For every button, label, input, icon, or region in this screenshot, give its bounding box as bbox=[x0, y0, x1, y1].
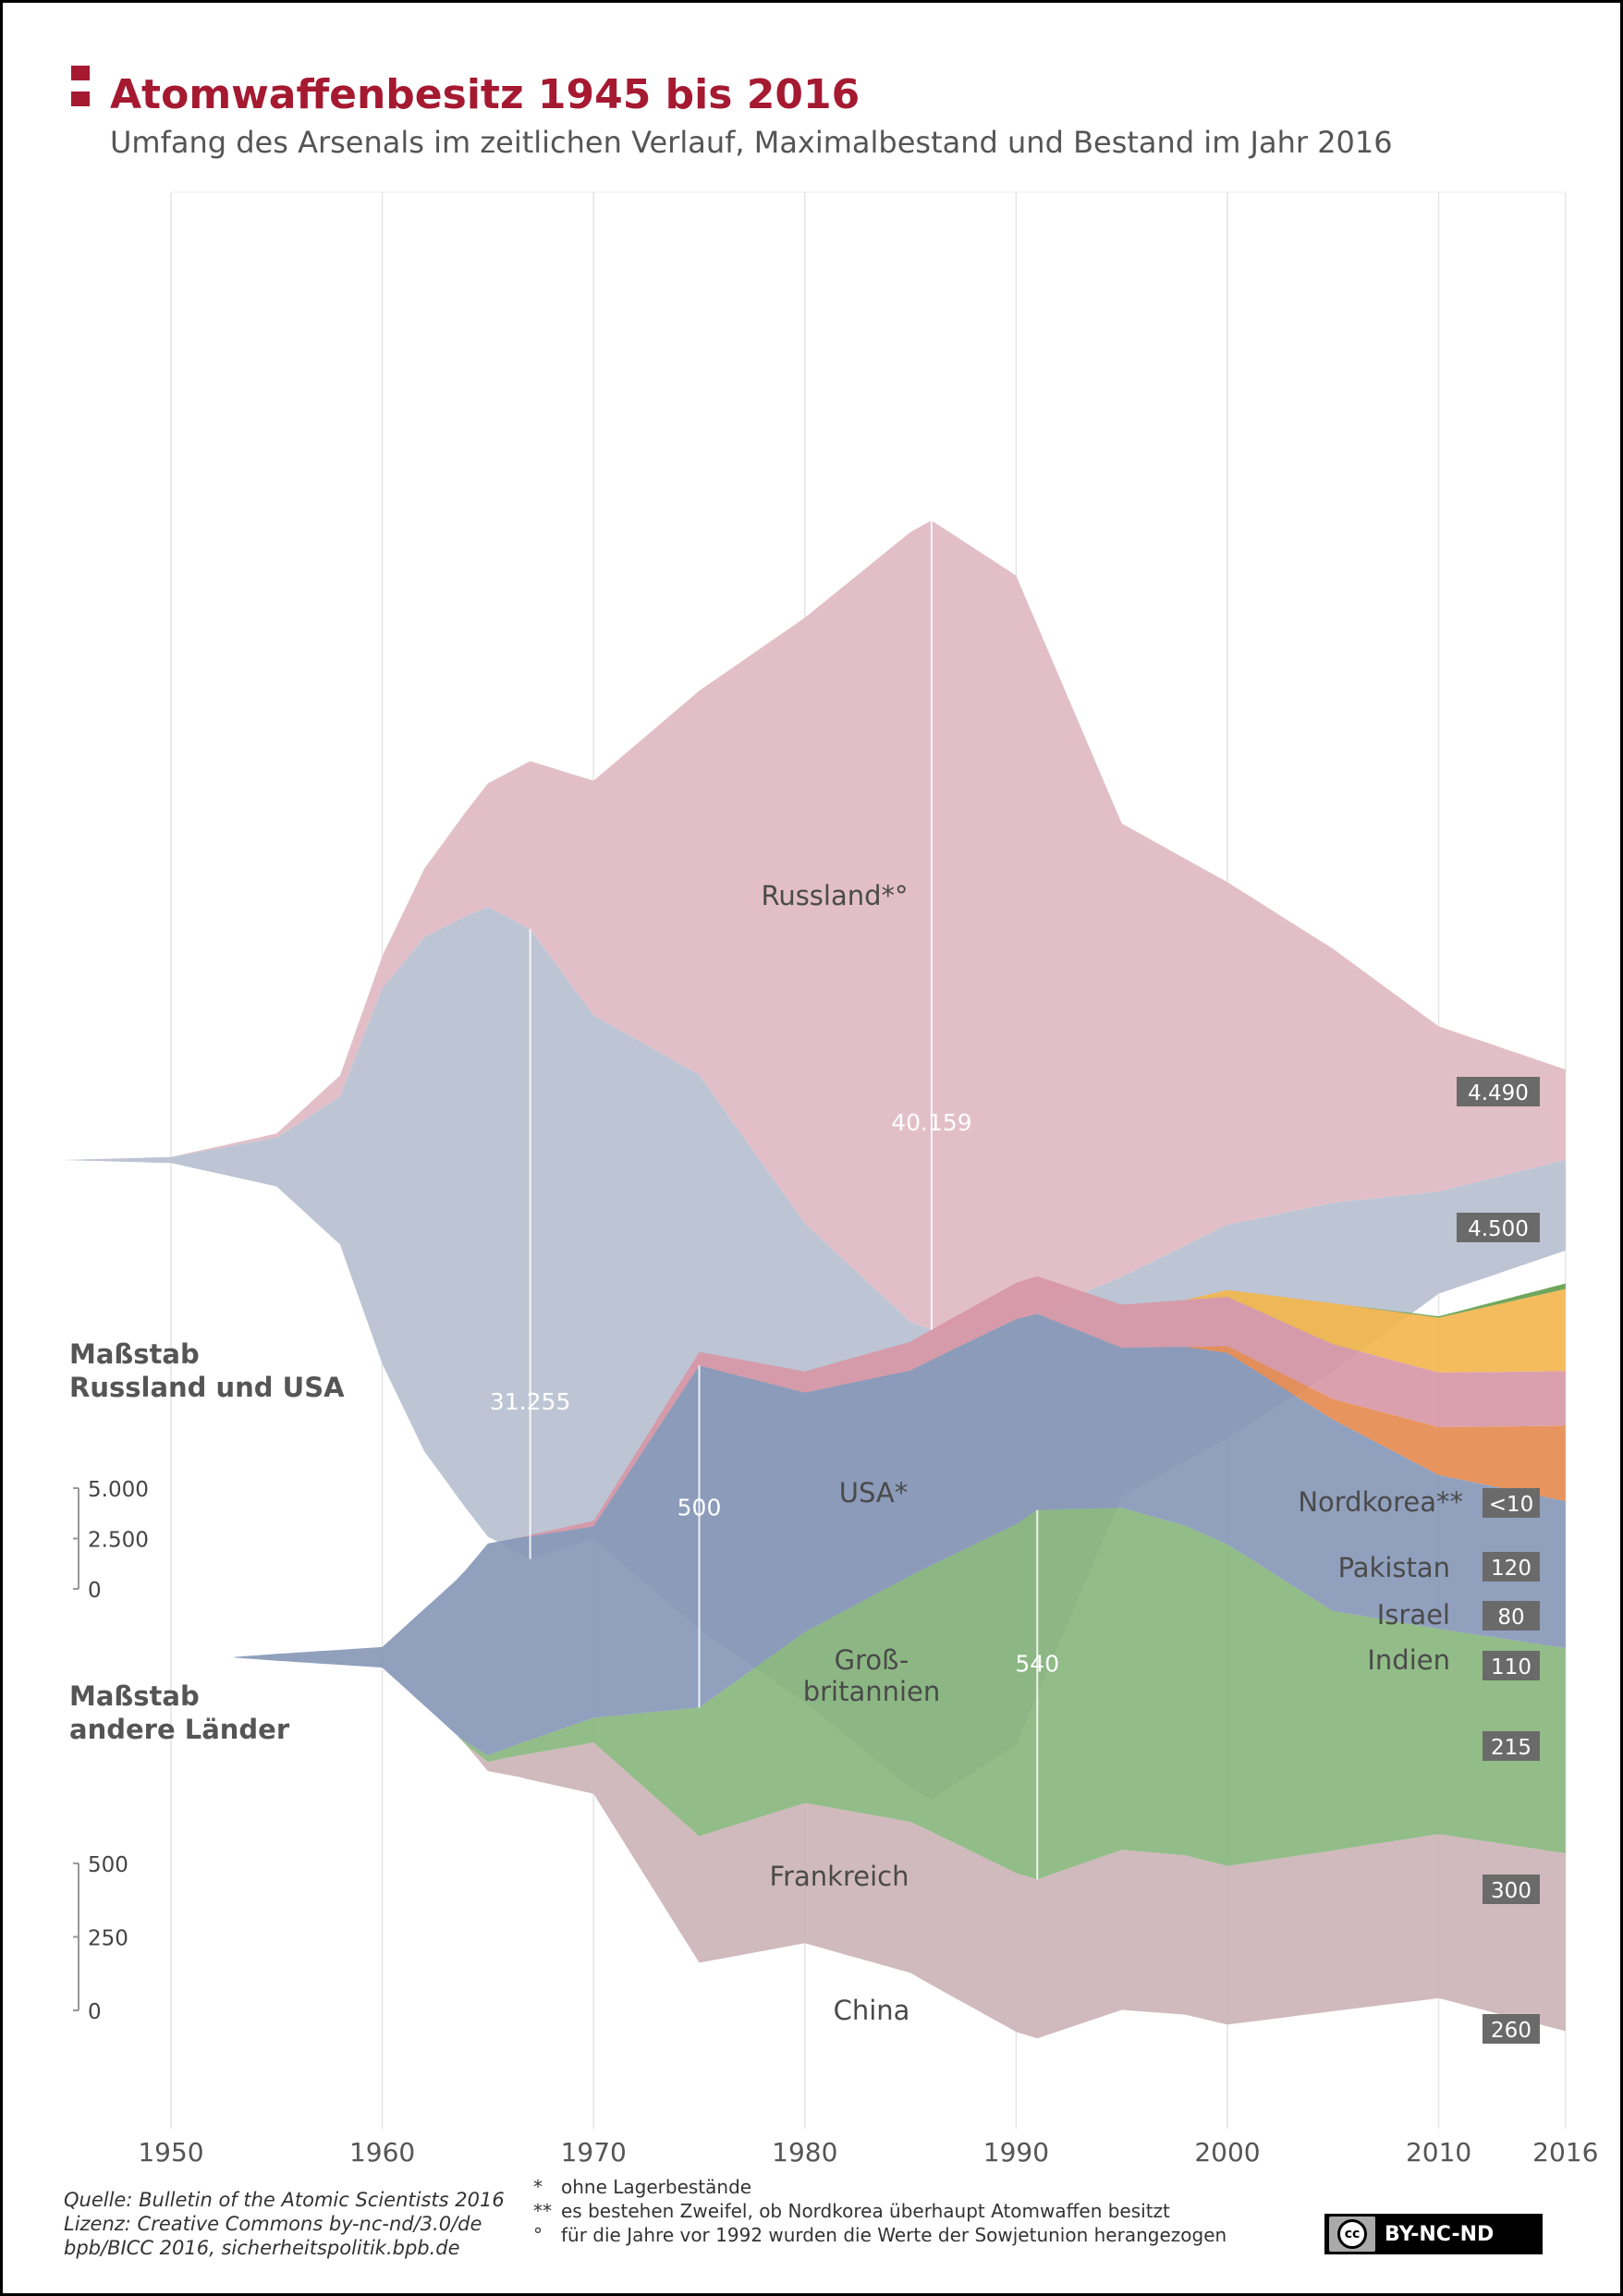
series-label-indien: Indien bbox=[1367, 1644, 1450, 1676]
footnote-text: ohne Lagerbestände bbox=[561, 2176, 752, 2198]
footnote-mark: ° bbox=[533, 2224, 543, 2246]
scale-title-major-line1: Maßstab bbox=[69, 1338, 200, 1370]
footer-source: Quelle: Bulletin of the Atomic Scientist… bbox=[64, 2188, 505, 2260]
footnote: ** es bestehen Zweifel, ob Nordkorea über… bbox=[533, 2199, 1226, 2223]
x-tick-label: 1990 bbox=[983, 2137, 1049, 2168]
series-label-israel: Israel bbox=[1377, 1599, 1450, 1630]
series-label-frankreich: Frankreich bbox=[770, 1861, 909, 1892]
cc-icon-text: cc bbox=[1337, 2219, 1367, 2249]
series-label-grossbritannien: Groß-britannien bbox=[803, 1644, 941, 1707]
creative-commons-icon: cc bbox=[1329, 2217, 1375, 2252]
page-subtitle: Umfang des Arsenals im zeitlichen Verlau… bbox=[110, 125, 1393, 160]
scale-major-tick-label: 0 bbox=[88, 1579, 102, 1603]
value-2016-frankreich: 300 bbox=[1483, 1875, 1540, 1904]
value-2016-pakistan-text: 120 bbox=[1491, 1557, 1531, 1581]
value-2016-grossbritannien-text: 215 bbox=[1491, 1736, 1531, 1760]
scale-major-tick-label: 5.000 bbox=[88, 1478, 149, 1502]
value-2016-russland-box bbox=[1457, 1077, 1540, 1106]
footnote-text: es bestehen Zweifel, ob Nordkorea überha… bbox=[561, 2200, 1170, 2222]
value-2016-russland: 4.490 bbox=[1457, 1077, 1540, 1106]
scale-minor-tick-label: 500 bbox=[88, 1853, 128, 1877]
minor-stream-layer bbox=[234, 1276, 1566, 2039]
value-2016-usa: 4.500 bbox=[1457, 1213, 1540, 1242]
page-title: Atomwaffenbesitz 1945 bis 2016 bbox=[110, 71, 860, 118]
max-marker-russland-label: 40.159 bbox=[891, 1109, 971, 1136]
value-2016-grossbritannien-box bbox=[1483, 1731, 1540, 1761]
value-2016-indien-text: 110 bbox=[1491, 1655, 1531, 1679]
footnote: * ohne Lagerbestände bbox=[533, 2175, 1226, 2199]
value-2016-nordkorea-box bbox=[1483, 1488, 1540, 1518]
scale-title-minor-line1: Maßstab bbox=[69, 1680, 200, 1712]
series-area-israel bbox=[234, 1276, 1566, 1657]
scale-title-major: Maßstab Russland und USA bbox=[69, 1337, 345, 1404]
value-2016-usa-text: 4.500 bbox=[1468, 1217, 1529, 1241]
value-2016-pakistan-box bbox=[1483, 1552, 1540, 1582]
scale-layer: 0 2.500 5.000 0 250 500 bbox=[73, 1478, 149, 2024]
x-tick-label: 1960 bbox=[349, 2137, 415, 2168]
license-badge-text: BY-NC-ND bbox=[1385, 2222, 1495, 2246]
scale-minor-tick-label: 250 bbox=[88, 1926, 128, 1950]
series-area-russland bbox=[65, 520, 1566, 1330]
license-line: Lizenz: Creative Commons by-nc-nd/3.0/de bbox=[64, 2213, 482, 2235]
series-label-usa: USA* bbox=[839, 1477, 909, 1508]
major-stream-layer bbox=[65, 520, 1566, 1800]
value-2016-israel-box bbox=[1483, 1601, 1540, 1630]
series-area-frankreich bbox=[234, 1508, 1566, 1880]
title-marker bbox=[71, 66, 90, 80]
scale-title-minor: Maßstab andere Länder bbox=[69, 1679, 289, 1746]
value-2016-israel-text: 80 bbox=[1497, 1606, 1524, 1630]
max-markers-layer: 40.159 31.255 500 540 bbox=[490, 520, 1059, 1880]
series-area-grossbritannien bbox=[234, 1313, 1566, 1756]
max-marker-grossbritannien-label: 500 bbox=[677, 1494, 722, 1520]
value-2016-frankreich-text: 300 bbox=[1491, 1879, 1531, 1903]
x-tick-label: 1980 bbox=[772, 2137, 837, 2168]
title-marker bbox=[71, 92, 90, 106]
series-label-nordkorea: Nordkorea** bbox=[1298, 1486, 1463, 1518]
value-2016-china-text: 260 bbox=[1491, 2019, 1531, 2043]
series-label-pakistan: Pakistan bbox=[1338, 1552, 1450, 1583]
scale-title-minor-line2: andere Länder bbox=[69, 1714, 290, 1745]
value-2016-israel: 80 bbox=[1483, 1601, 1540, 1630]
max-marker-usa-label: 31.255 bbox=[490, 1388, 570, 1415]
x-tick-label: 2010 bbox=[1406, 2137, 1471, 2168]
value-2016-frankreich-box bbox=[1483, 1875, 1540, 1904]
scale-title-major-line2: Russland und USA bbox=[69, 1372, 345, 1403]
x-tick-label: 1950 bbox=[138, 2137, 203, 2168]
value-2016-pakistan: 120 bbox=[1483, 1552, 1540, 1582]
series-label-china: China bbox=[834, 1995, 910, 2026]
footnote: ° für die Jahre vor 1992 wurden die Werte… bbox=[533, 2223, 1226, 2247]
x-axis-layer: 1950 1960 1970 1980 1990 2000 2010 2016 bbox=[138, 2137, 1598, 2168]
scale-major-tick-label: 2.500 bbox=[88, 1529, 149, 1553]
license-badge[interactable]: cc BY-NC-ND bbox=[1324, 2214, 1543, 2254]
value-2016-china-box bbox=[1483, 2014, 1540, 2044]
value-2016-nordkorea-text: <10 bbox=[1489, 1493, 1534, 1517]
series-area-usa bbox=[65, 907, 1566, 1800]
source-line: Quelle: Bulletin of the Atomic Scientist… bbox=[64, 2189, 505, 2211]
x-tick-label: 2016 bbox=[1532, 2137, 1598, 2168]
value-2016-grossbritannien: 215 bbox=[1483, 1731, 1540, 1761]
max-marker-frankreich-label: 540 bbox=[1015, 1651, 1059, 1678]
footnote-mark: * bbox=[533, 2176, 543, 2198]
series-label-russland: Russland*° bbox=[761, 880, 908, 911]
value-box-layer: 4.490 4.500 <10 120 80 110 215 300 260 bbox=[1457, 1077, 1540, 2044]
value-2016-indien-box bbox=[1483, 1651, 1540, 1680]
value-2016-usa-box bbox=[1457, 1213, 1540, 1242]
value-2016-china: 260 bbox=[1483, 2014, 1540, 2044]
publisher-line: bpb/BICC 2016, sicherheitspolitik.bpb.de bbox=[64, 2237, 460, 2259]
footnote-mark: ** bbox=[533, 2200, 552, 2222]
x-tick-label: 1970 bbox=[561, 2137, 627, 2168]
value-2016-russland-text: 4.490 bbox=[1468, 1081, 1529, 1105]
series-label-layer: Russland*° USA* Groß-britannien Frankreich C… bbox=[761, 880, 1463, 2026]
value-2016-indien: 110 bbox=[1483, 1651, 1540, 1680]
atomwaffen-chart: 40.159 31.255 500 540 Russland*° USA* Groß-br… bbox=[65, 191, 1598, 2168]
footnote-text: für die Jahre vor 1992 wurden die Werte … bbox=[561, 2224, 1227, 2246]
footnotes: * ohne Lagerbestände ** es bestehen Zweife… bbox=[533, 2175, 1226, 2247]
scale-minor-tick-label: 0 bbox=[88, 2000, 102, 2024]
x-tick-label: 2000 bbox=[1194, 2137, 1260, 2168]
series-area-china bbox=[234, 1657, 1566, 2039]
value-2016-nordkorea: <10 bbox=[1483, 1488, 1540, 1518]
